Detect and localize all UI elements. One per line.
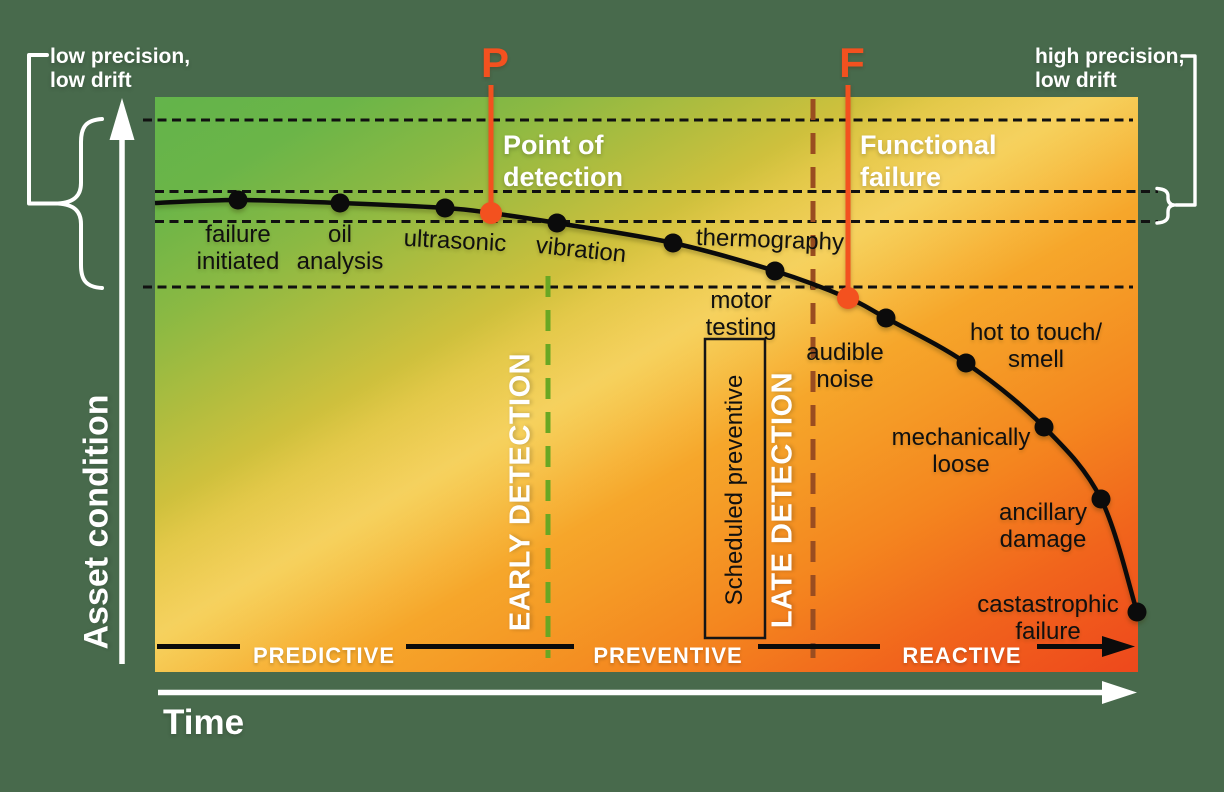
point-of-detection-label: Point of detection [503,130,624,193]
milestone-dot-thermography [663,233,683,253]
maintenance-zone-axis [157,636,1135,657]
high-precision-note: high precision, low drift [1035,45,1185,93]
zone-preventive-label: PREVENTIVE [593,643,743,668]
milestone-label-mechanically-loose: mechanically loose [891,423,1031,478]
milestone-dot-mechanically-loose [1034,417,1054,437]
milestone-dot-ancillary-damage [1091,489,1111,509]
milestone-label-motor-testing: motor testing [705,286,777,341]
milestone-label-ancillary-damage: ancillary damage [998,498,1088,553]
scheduled-preventive-box [703,337,767,640]
left-bracket-line [27,53,59,206]
x-axis-arrow [158,681,1137,704]
left-precision-bracket [27,53,104,290]
detection-band-guides [143,118,1158,289]
milestone-label-oil-analysis: oil analysis [296,220,384,275]
p-label: P [480,39,510,86]
milestone-dot-motor-testing [765,261,785,281]
y-axis-arrowhead-icon [109,98,135,140]
f-marker [837,85,859,309]
f-marker-dot [837,287,859,309]
functional-failure-label: Functional failure [860,130,997,193]
milestone-label-audible-noise: audible noise [806,338,884,393]
y-axis-label: Asset condition [77,394,116,650]
pf-curve [154,190,1147,622]
f-label: F [839,39,865,86]
zone-predictive-label: PREDICTIVE [252,643,396,668]
early-detection-label: EARLY DETECTION [504,352,537,632]
low-precision-note: low precision, low drift [50,45,191,93]
right-precision-bracket [1155,54,1197,225]
milestone-dot-hot-to-touch-smell [956,353,976,373]
p-marker [480,85,502,224]
milestone-dot-oil-analysis [330,193,350,213]
milestone-dot-ultrasonic [435,198,455,218]
late-detection-label: LATE DETECTION [766,371,799,629]
milestone-dot-castastrophic-failure [1127,602,1147,622]
milestone-label-hot-to-touch-smell: hot to touch/ smell [969,318,1103,373]
x-axis-label: Time [163,703,245,742]
right-curly-brace-icon [1155,186,1176,225]
y-axis-arrow [109,98,135,664]
left-curly-brace-icon [56,117,104,290]
zone-reactive-label: REACTIVE [902,643,1022,668]
p-marker-dot [480,202,502,224]
right-bracket-line [1174,54,1197,207]
milestone-dot-failure-initiated [228,190,248,210]
milestone-dot-audible-noise [876,308,896,328]
milestone-label-ultrasonic: ultrasonic [403,224,507,258]
milestone-dots [228,190,1147,622]
x-axis-arrowhead-icon [1102,681,1137,704]
milestone-label-thermography: thermography [695,223,845,257]
milestone-dot-vibration [547,213,567,233]
milestone-label-failure-initiated: failure initiated [196,220,280,275]
zone-arrowhead-icon [1102,636,1135,657]
scheduled-preventive-label: Scheduled preventive [721,374,748,606]
milestone-label-castastrophic-failure: castastrophic failure [977,590,1119,645]
